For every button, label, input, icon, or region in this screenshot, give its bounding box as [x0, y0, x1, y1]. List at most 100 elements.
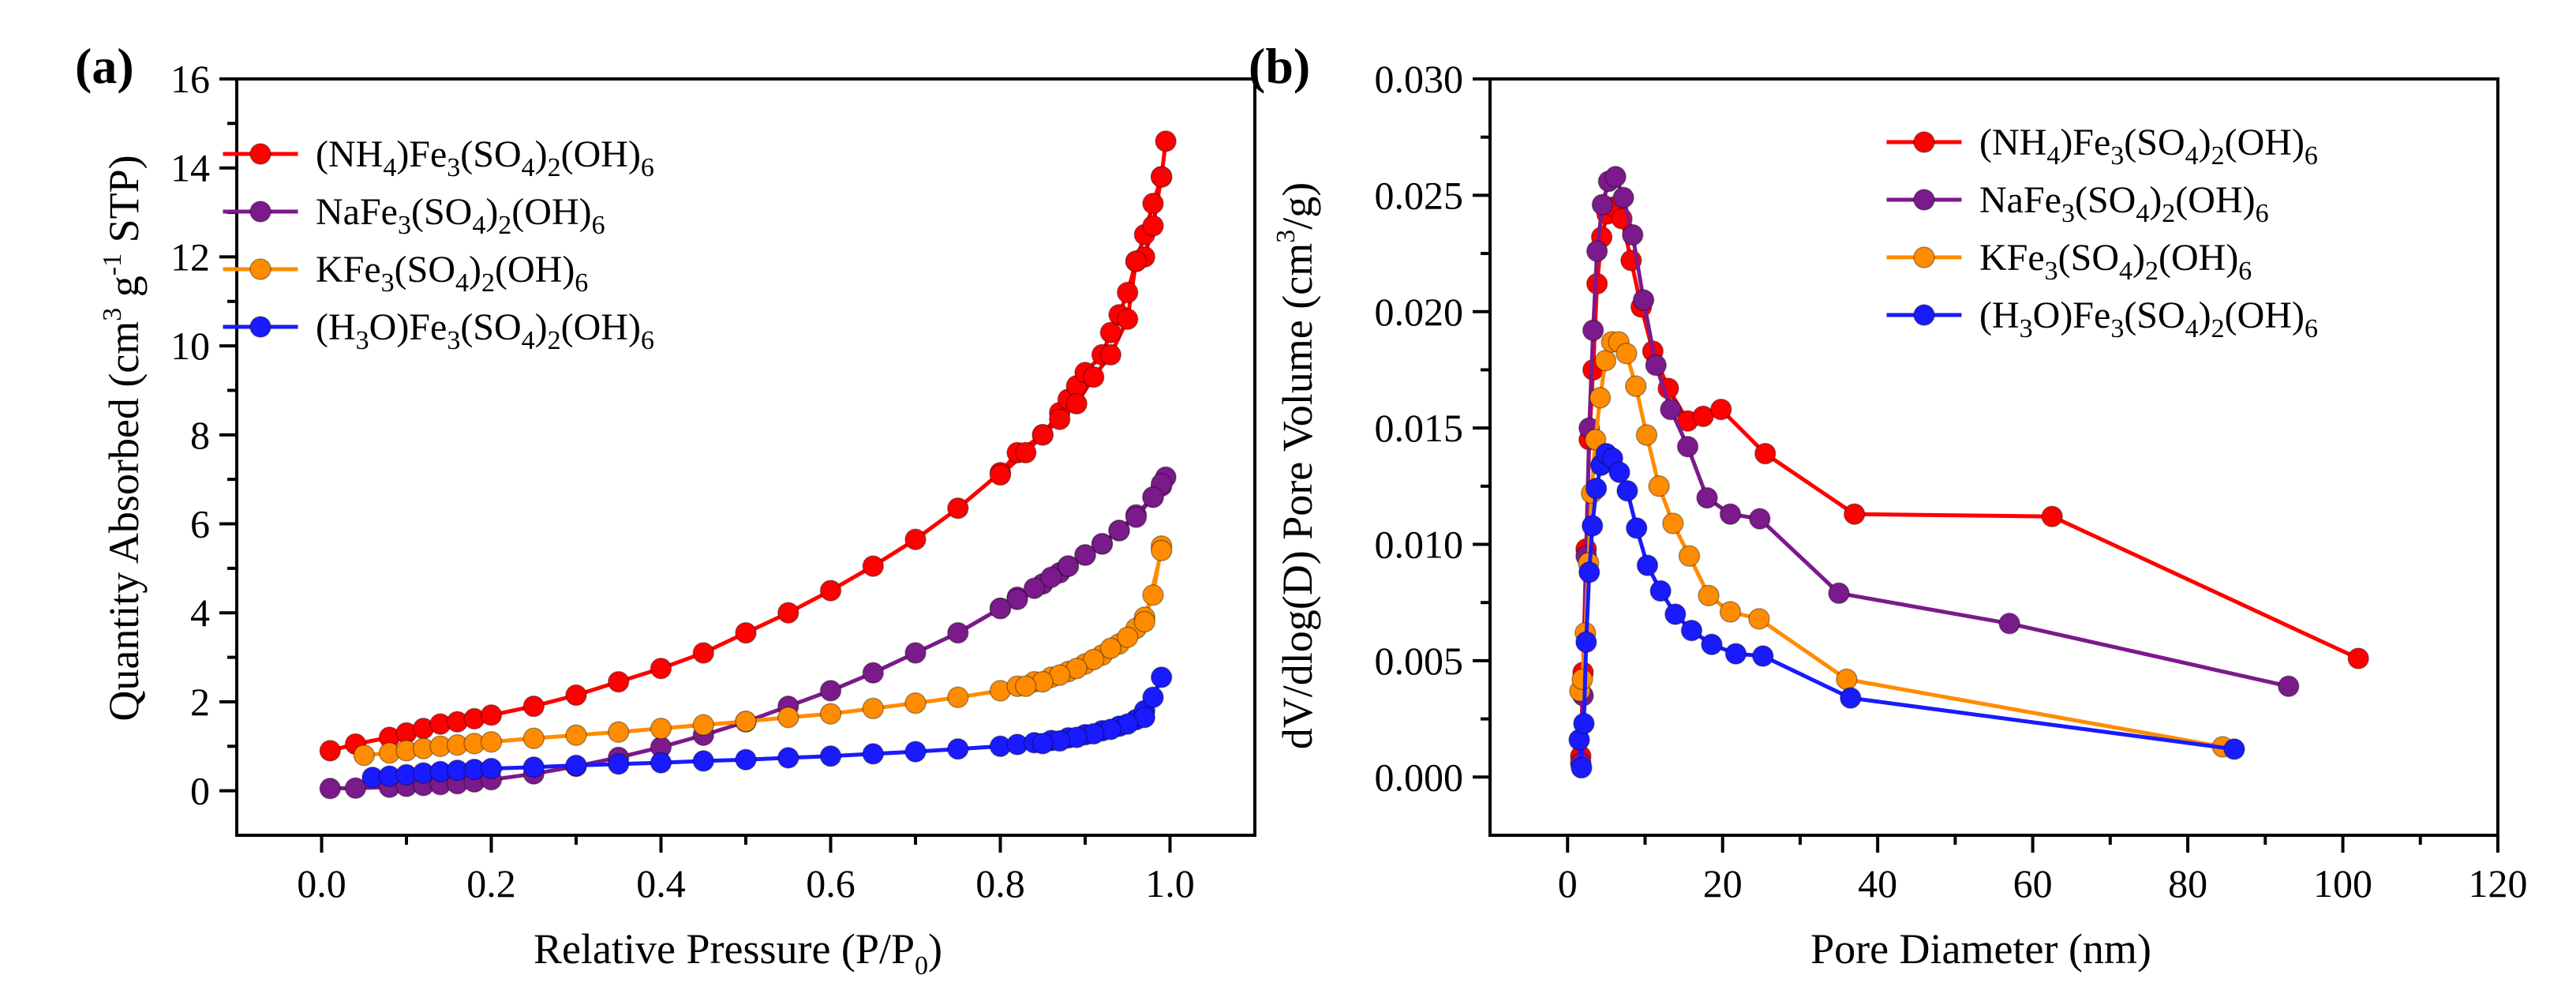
data-point-a [650, 718, 672, 740]
data-point-b [1754, 442, 1777, 465]
data-point-b [1701, 633, 1723, 656]
x-tick-label-b: 20 [1703, 861, 1743, 906]
data-point-a [862, 662, 885, 684]
legend-label-part: 6 [2238, 257, 2252, 286]
legend-label-part: ) [2149, 179, 2162, 221]
legend-label-part: ) [2199, 122, 2211, 163]
legend-label-part: 6 [575, 268, 588, 298]
panel-b-label: (b) [1249, 38, 1310, 94]
data-point-a [480, 704, 503, 726]
data-point-b [1828, 582, 1850, 605]
legend-label-part: ) [2132, 237, 2145, 279]
data-point-a [1116, 281, 1139, 304]
data-point-b [1636, 554, 1659, 576]
legend-label-part: NaFe [316, 191, 398, 233]
data-point-b [1648, 475, 1670, 497]
data-point-a [947, 737, 969, 760]
data-point-a [692, 714, 715, 736]
data-point-b [1692, 405, 1714, 428]
legend-marker [249, 143, 271, 165]
y-axis-title-b-p1: dV/dlog(D) Pore Volume (cm [1274, 243, 1321, 749]
x-tick-label-b: 100 [2313, 861, 2372, 906]
y-tick-label-a: 4 [190, 591, 210, 635]
data-point-b [2041, 505, 2063, 527]
data-point-a [692, 750, 715, 772]
data-point-a [480, 730, 503, 753]
x-tick-label-b: 0 [1558, 861, 1578, 906]
data-point-b [1678, 545, 1701, 568]
legend-label-part: ) [469, 249, 481, 291]
legend-label-part: (OH) [2225, 122, 2305, 163]
data-point-a [1014, 441, 1037, 464]
legend-label-part: (SO [460, 133, 521, 175]
data-point-b [1582, 319, 1604, 342]
data-point-a [862, 743, 885, 765]
legend-label-part: 4 [2185, 141, 2199, 171]
data-point-a [1155, 130, 1177, 152]
data-point-a [1108, 519, 1130, 542]
legend-marker [249, 316, 271, 338]
data-point-a [777, 602, 799, 624]
y-tick-label-a: 8 [190, 413, 210, 457]
data-point-a [862, 697, 885, 720]
x-axis-title-a-main: Relative Pressure (P/P [534, 925, 915, 973]
data-point-b [1998, 613, 2020, 635]
data-point-a [1023, 577, 1046, 599]
legend-label-part: (SO [460, 306, 521, 348]
legend-marker [249, 258, 271, 280]
data-point-a [819, 680, 842, 702]
y-tick-label-a: 12 [170, 234, 210, 279]
data-point-a [1014, 675, 1037, 697]
data-point-a [650, 657, 672, 680]
legend-marker [1913, 131, 1935, 153]
legend-label-part: (OH) [2175, 179, 2255, 221]
legend-label-part: (NH [316, 133, 383, 175]
legend-label-part: (SO [395, 249, 455, 291]
x-tick-label-a: 0.6 [806, 861, 856, 906]
legend-label-part: 2 [2211, 141, 2225, 171]
x-axis-title-a: Relative Pressure (P/P0) [534, 925, 942, 981]
data-point-b [1840, 687, 1862, 709]
y-axis-title-a-sup2: -1 [98, 253, 127, 276]
data-point-b [1698, 584, 1720, 607]
data-point-b [1585, 478, 1608, 500]
data-point-a [777, 706, 799, 729]
data-point-a [1099, 321, 1122, 343]
data-point-b [1664, 603, 1687, 625]
legend-b: (NH4)Fe3(SO4)2(OH)6NaFe3(SO4)2(OH)6KFe3(… [1886, 122, 2318, 343]
legend-item-a: (NH4)Fe3(SO4)2(OH)6 [223, 133, 654, 182]
legend-label-part: (NH [1979, 122, 2046, 163]
data-point-a [777, 747, 799, 769]
legend-label-part: 3 [2110, 314, 2124, 343]
legend-label: NaFe3(SO4)2(OH)6 [316, 191, 605, 240]
data-point-a [819, 703, 842, 725]
data-point-b [1752, 645, 1774, 667]
data-point-b [1616, 479, 1638, 502]
data-point-b [1724, 643, 1747, 665]
legend-label-part: KFe [316, 249, 381, 291]
legend-label-part: 4 [472, 211, 485, 240]
x-tick-label-a: 0.4 [636, 861, 686, 906]
data-point-a [565, 754, 587, 777]
legend-item-b: (H3O)Fe3(SO4)2(OH)6 [1886, 294, 2318, 343]
data-point-b [1719, 503, 1742, 525]
x-tick-label-a: 0.0 [297, 861, 346, 906]
legend-label-part: 3 [2045, 257, 2058, 286]
data-point-b [1843, 503, 1866, 525]
legend-label-part: 2 [481, 268, 495, 298]
legend-label-part: 2 [548, 326, 561, 355]
data-point-a [1150, 539, 1173, 562]
data-point-a [819, 744, 842, 767]
legend-label: KFe3(SO4)2(OH)6 [1979, 237, 2252, 286]
y-tick-label-a: 10 [170, 324, 210, 368]
data-point-a [522, 695, 545, 718]
y-tick-label-a: 6 [190, 502, 210, 546]
legend-label-part: 6 [2256, 199, 2269, 228]
legend-label-part: 2 [2211, 314, 2225, 343]
data-point-a [1125, 506, 1148, 528]
series-a-k [353, 534, 1173, 767]
legend-label-part: (SO [2124, 122, 2185, 163]
legend-label-part: 2 [498, 211, 511, 240]
data-point-b [1624, 375, 1647, 397]
